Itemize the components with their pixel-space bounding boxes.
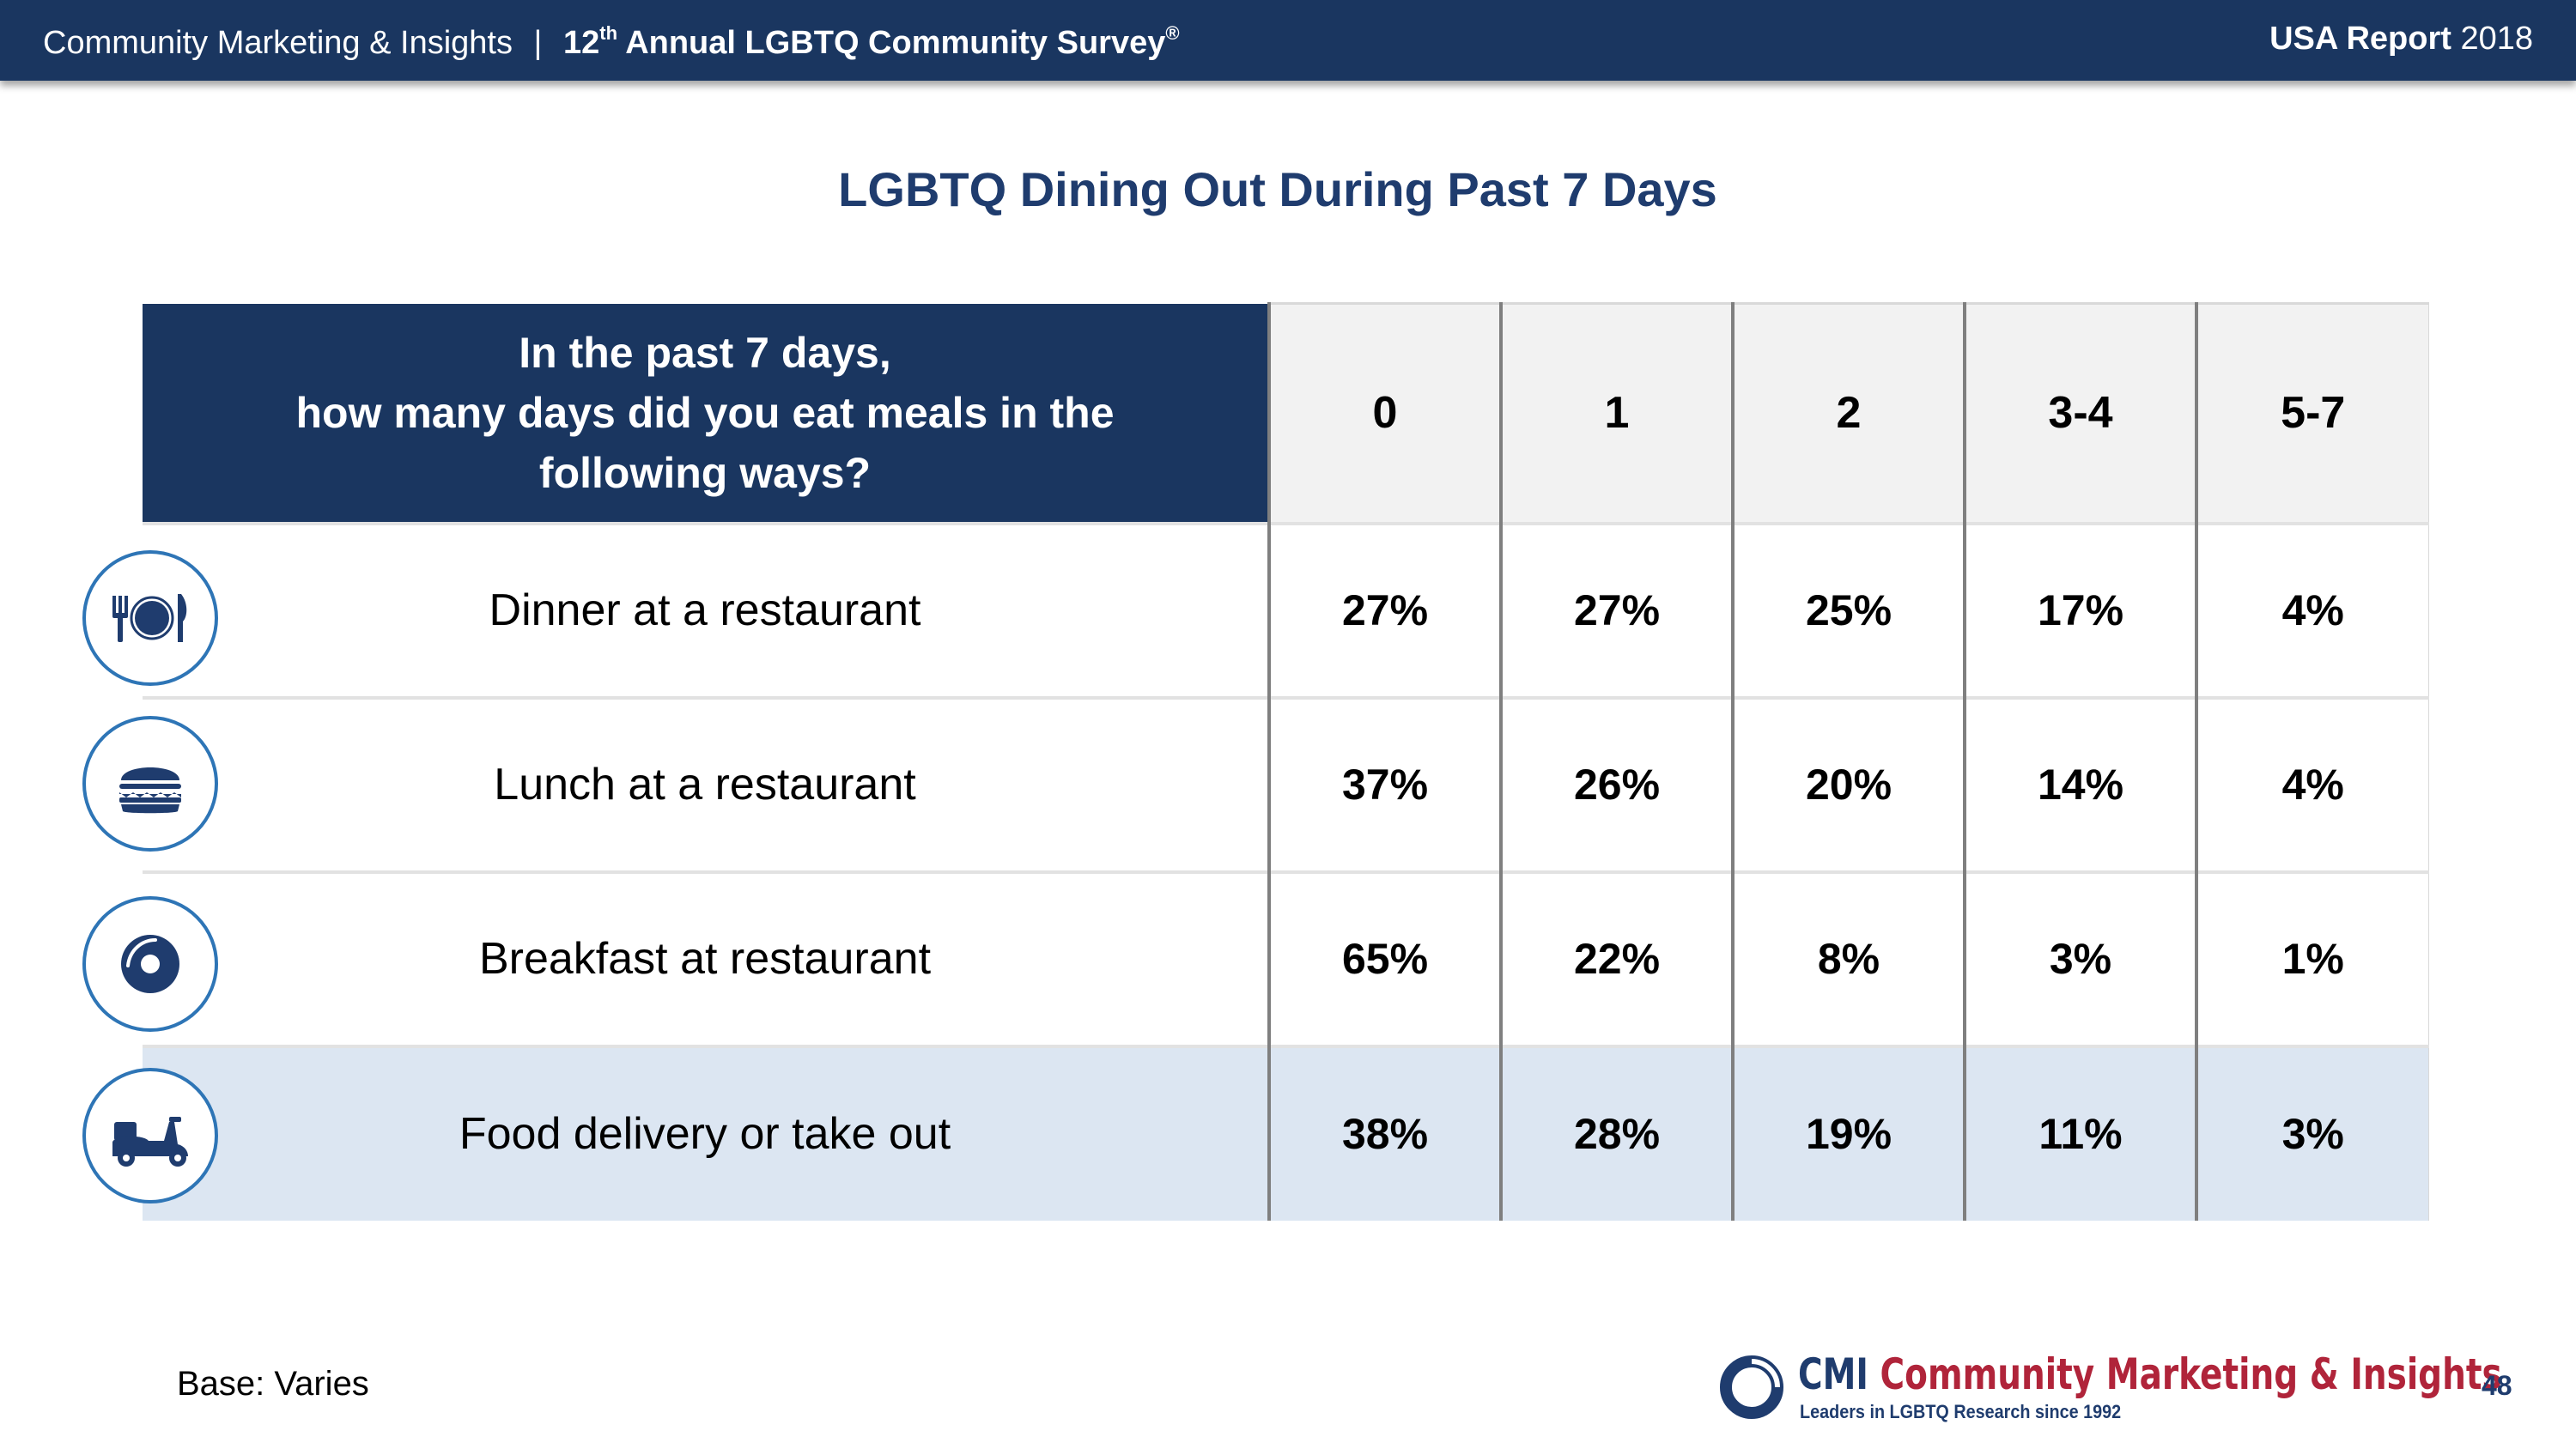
value-cell: 26% xyxy=(1499,695,1734,872)
header-bar: Community Marketing & Insights | 12th An… xyxy=(0,0,2576,81)
value-cell: 27% xyxy=(1267,521,1502,698)
report-name: USA Report xyxy=(2269,21,2451,57)
header-separator: | xyxy=(533,25,543,61)
question-line: following ways? xyxy=(538,448,872,497)
value-cell: 3% xyxy=(2195,1044,2429,1221)
survey-edition: 12 xyxy=(562,25,600,61)
question-cell: In the past 7 days, how many days did yo… xyxy=(143,303,1269,524)
value-cell: 4% xyxy=(2195,695,2429,872)
burger-icon xyxy=(82,716,218,852)
table-row: Dinner at a restaurant 27% 27% 25% 17% 4… xyxy=(143,521,2429,698)
table-header-row: In the past 7 days, how many days did yo… xyxy=(143,302,2429,524)
row-label: Dinner at a restaurant xyxy=(143,521,1269,698)
value-cell: 8% xyxy=(1731,870,1965,1046)
org-name: Community Marketing & Insights xyxy=(43,25,513,61)
logo-abbr: CMI xyxy=(1798,1349,1868,1399)
survey-name: 12th Annual LGBTQ Community Survey® xyxy=(562,22,1180,61)
value-cell: 38% xyxy=(1267,1044,1502,1221)
value-cell: 3% xyxy=(1963,870,2197,1046)
value-cell: 14% xyxy=(1963,695,2197,872)
value-cell: 19% xyxy=(1731,1044,1965,1221)
dinner-plate-icon xyxy=(82,550,218,686)
value-cell: 11% xyxy=(1963,1044,2197,1221)
page-number: 48 xyxy=(2482,1370,2512,1401)
survey-edition-suffix: th xyxy=(599,22,618,44)
survey-table: In the past 7 days, how many days did yo… xyxy=(143,302,2429,1221)
value-cell: 17% xyxy=(1963,521,2197,698)
question-line: how many days did you eat meals in the xyxy=(295,388,1115,437)
column-header: 5-7 xyxy=(2195,302,2429,524)
report-year: 2018 xyxy=(2460,21,2533,57)
table-row: Breakfast at restaurant 65% 22% 8% 3% 1% xyxy=(143,870,2429,1046)
scooter-icon xyxy=(82,1068,218,1203)
column-header: 1 xyxy=(1499,302,1734,524)
value-cell: 20% xyxy=(1731,695,1965,872)
value-cell: 1% xyxy=(2195,870,2429,1046)
logo-ring-icon xyxy=(1720,1355,1783,1419)
value-cell: 22% xyxy=(1499,870,1734,1046)
logo-tagline: Leaders in LGBTQ Research since 1992 xyxy=(1800,1401,2122,1422)
header-title: Community Marketing & Insights | 12th An… xyxy=(43,22,1180,62)
value-cell: 65% xyxy=(1267,870,1502,1046)
value-cell: 28% xyxy=(1499,1044,1734,1221)
base-note: Base: Varies xyxy=(177,1365,369,1403)
row-label: Lunch at a restaurant xyxy=(143,695,1269,872)
cmi-logo: CMI Community Marketing & Insights Leade… xyxy=(1717,1349,2502,1427)
registered-mark: ® xyxy=(1165,22,1180,44)
value-cell: 4% xyxy=(2195,521,2429,698)
column-header: 3-4 xyxy=(1963,302,2197,524)
page-title: LGBTQ Dining Out During Past 7 Days xyxy=(838,162,1717,216)
report-label: USA Report 2018 xyxy=(2269,21,2533,58)
table-row: Food delivery or take out 38% 28% 19% 11… xyxy=(143,1044,2429,1221)
donut-icon xyxy=(82,896,218,1032)
value-cell: 37% xyxy=(1267,695,1502,872)
survey-title: Annual LGBTQ Community Survey xyxy=(625,25,1166,61)
table-row: Lunch at a restaurant 37% 26% 20% 14% 4% xyxy=(143,695,2429,872)
value-cell: 25% xyxy=(1731,521,1965,698)
logo-company-name: Community Marketing & Insights xyxy=(1880,1349,2502,1399)
value-cell: 27% xyxy=(1499,521,1734,698)
row-label: Breakfast at restaurant xyxy=(143,870,1269,1046)
question-line: In the past 7 days, xyxy=(519,328,891,377)
column-header: 0 xyxy=(1267,302,1502,524)
logo-wordmark: CMI Community Marketing & Insights xyxy=(1798,1349,2502,1399)
column-header: 2 xyxy=(1731,302,1965,524)
row-label: Food delivery or take out xyxy=(143,1044,1269,1221)
